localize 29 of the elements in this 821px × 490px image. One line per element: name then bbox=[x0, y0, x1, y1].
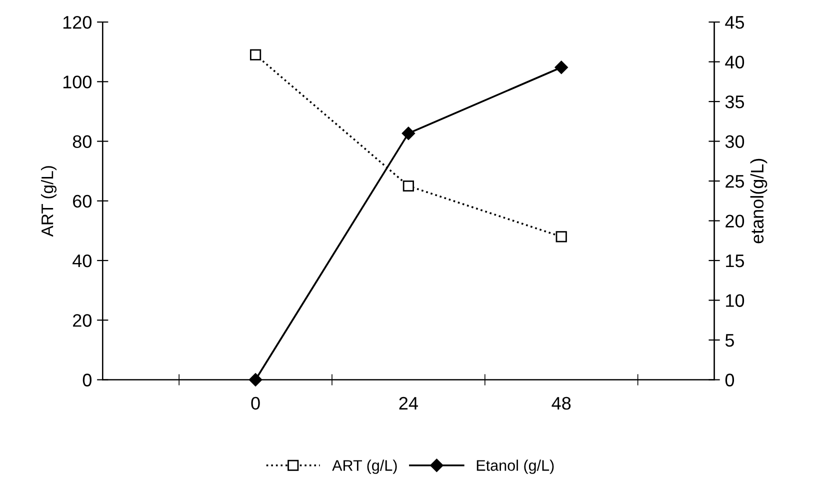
y-tick-label: 0 bbox=[82, 374, 92, 386]
y-tick-label: 100 bbox=[63, 76, 92, 88]
y2-tick-label: 0 bbox=[725, 374, 734, 386]
legend-label: Etanol (g/L) bbox=[476, 460, 554, 474]
y2-tick-label: 10 bbox=[726, 294, 744, 307]
x-tick-label: 0 bbox=[251, 396, 260, 410]
y2-tick-label: 30 bbox=[725, 135, 744, 148]
y-tick-label: 20 bbox=[73, 314, 92, 327]
point bbox=[556, 231, 567, 242]
y-tick-label: 80 bbox=[72, 135, 92, 148]
y2-tick-label: 15 bbox=[726, 254, 744, 268]
point bbox=[554, 60, 568, 74]
y2-tick-label: 45 bbox=[725, 16, 744, 29]
x-tick-label: 48 bbox=[552, 396, 571, 410]
y2-axis-title: etanol(g/L) bbox=[750, 158, 768, 244]
y2-tick-label: 5 bbox=[725, 334, 734, 347]
y2-tick-label: 20 bbox=[726, 214, 744, 228]
y-tick-label: 120 bbox=[63, 16, 92, 29]
legend-label: ART (g/L) bbox=[332, 460, 397, 474]
y2-tick-label: 25 bbox=[726, 174, 744, 188]
point bbox=[250, 49, 262, 60]
point bbox=[402, 180, 414, 192]
y-tick-label: 60 bbox=[73, 194, 92, 208]
y-tick-label: 40 bbox=[72, 254, 92, 268]
y2-tick-label: 35 bbox=[725, 95, 744, 108]
x-tick-label: 24 bbox=[399, 396, 418, 410]
y-axis-title: ART (g/L) bbox=[40, 166, 57, 237]
y2-tick-label: 40 bbox=[725, 56, 744, 69]
point bbox=[402, 126, 416, 140]
